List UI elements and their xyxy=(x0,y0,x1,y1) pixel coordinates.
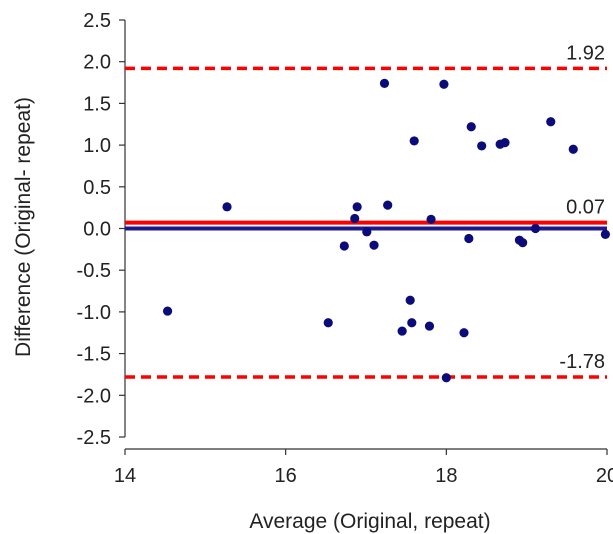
y-tick-label: -2.5 xyxy=(77,427,111,449)
data-points xyxy=(162,78,610,383)
data-point xyxy=(362,227,372,237)
reference-line-label: -1.78 xyxy=(559,351,605,373)
y-tick-label: -1.0 xyxy=(77,302,111,324)
data-point xyxy=(441,373,451,383)
x-axis-title: Average (Original, repeat) xyxy=(249,510,490,533)
data-point xyxy=(397,326,407,336)
data-point xyxy=(407,318,417,328)
data-point xyxy=(424,321,435,331)
reference-lines xyxy=(125,66,607,379)
data-point xyxy=(459,328,469,338)
data-point xyxy=(546,117,556,127)
data-point xyxy=(464,233,474,244)
y-tick-label: -2.0 xyxy=(77,385,111,407)
y-tick-label: -0.5 xyxy=(77,260,111,282)
data-point xyxy=(369,240,379,250)
y-tick-label: 1.0 xyxy=(83,135,111,157)
axes: 2.5 2.0 1.5 1.0 0.5 0.0 -0.5 -1.0 -1.5 -2.0 -2.514… xyxy=(77,10,613,487)
data-point xyxy=(439,79,449,89)
data-point xyxy=(339,241,349,251)
data-point xyxy=(409,136,419,146)
data-point xyxy=(350,213,360,224)
y-tick-label: 2.0 xyxy=(83,52,111,74)
data-point xyxy=(352,202,362,212)
y-tick-label: -1.5 xyxy=(77,344,111,366)
data-point xyxy=(600,229,610,239)
data-point xyxy=(323,318,333,328)
data-point xyxy=(568,144,578,154)
y-tick-label: 2.5 xyxy=(83,10,111,32)
data-point xyxy=(222,202,232,212)
data-point xyxy=(426,214,436,224)
reference-line-label: 0.07 xyxy=(566,197,605,219)
reference-line-label: 1.92 xyxy=(566,42,605,64)
y-tick-label: 0.5 xyxy=(83,177,111,199)
y-tick-label: 1.5 xyxy=(83,93,111,115)
reference-line-labels: 1.92 0.07 -1.78 xyxy=(559,42,605,373)
x-tick-label: 14 xyxy=(114,465,136,487)
y-axis-title: Difference (Original- repeat) xyxy=(12,97,35,357)
x-tick-label: 16 xyxy=(275,465,297,487)
data-point xyxy=(518,238,528,248)
x-tick-label: 20 xyxy=(596,465,613,487)
data-point xyxy=(530,223,541,234)
data-point xyxy=(477,141,487,151)
data-point xyxy=(405,295,415,305)
x-tick-label: 18 xyxy=(435,465,457,487)
data-point xyxy=(383,200,393,210)
data-point xyxy=(379,78,390,88)
data-point xyxy=(466,122,476,132)
data-point xyxy=(500,137,510,148)
data-point xyxy=(162,306,173,316)
y-tick-label: 0.0 xyxy=(83,219,111,241)
